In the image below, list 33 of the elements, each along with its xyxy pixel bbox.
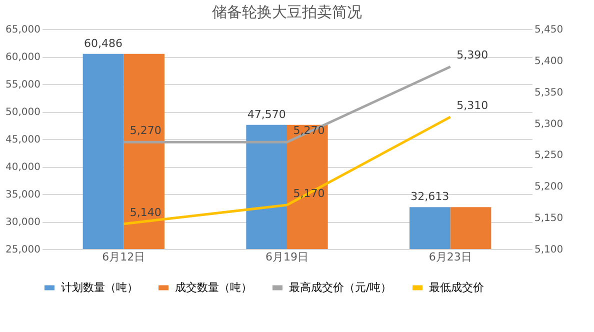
chart-title: 储备轮换大豆拍卖简况 (212, 3, 362, 21)
y2-tick-label: 5,100 (534, 244, 564, 256)
data-label: 5,270 (130, 124, 162, 138)
data-label: 32,613 (410, 190, 450, 204)
y-tick-label: 25,000 (6, 244, 40, 256)
x-tick-label: 6月19日 (266, 250, 308, 264)
y2-tick-label: 5,350 (534, 87, 564, 98)
y2-tick-label: 5,450 (534, 24, 564, 36)
y2-tick-label: 5,400 (534, 56, 564, 67)
legend-label: 成交数量（吨） (175, 280, 252, 294)
legend-label: 计划数量（吨） (61, 280, 138, 294)
data-label: 5,170 (293, 187, 325, 200)
x-tick-label: 6月23日 (428, 250, 472, 264)
data-label: 60,486 (84, 36, 122, 50)
legend-label: 最高成交价（元/吨） (289, 280, 392, 294)
y-tick-label: 65,000 (6, 24, 40, 36)
y-tick-label: 35,000 (6, 190, 40, 200)
y-tick-label: 40,000 (6, 162, 40, 173)
y2-tick-label: 5,300 (534, 118, 564, 130)
x-tick-label: 6月12日 (102, 250, 146, 264)
data-label: 5,140 (130, 206, 162, 219)
y-tick-label: 60,000 (6, 52, 40, 63)
y2-tick-label: 5,250 (534, 150, 564, 162)
data-label: 5,390 (456, 48, 488, 62)
y-tick-label: 45,000 (6, 134, 40, 146)
data-label: 47,570 (247, 108, 286, 121)
y-tick-label: 55,000 (6, 80, 40, 90)
legend-label: 最低成交价 (429, 280, 484, 294)
y2-tick-label: 5,200 (534, 182, 564, 193)
y-tick-label: 30,000 (6, 217, 40, 228)
y2-tick-label: 5,150 (534, 213, 564, 224)
data-label: 5,310 (456, 99, 488, 112)
y-tick-label: 50,000 (6, 107, 40, 118)
